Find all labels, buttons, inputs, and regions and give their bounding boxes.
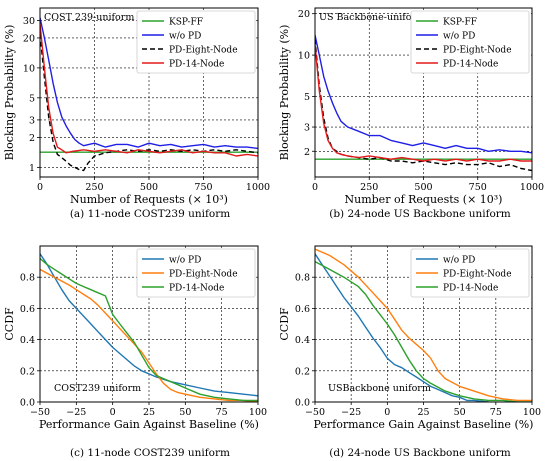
y-tick-label: 2 xyxy=(29,133,35,144)
legend-box xyxy=(136,248,256,298)
legend: KSP-FF w/o PD PD-Eight-Node PD-14-Node xyxy=(410,10,530,74)
legend-box xyxy=(410,248,530,298)
x-tick-label: 100 xyxy=(523,407,541,418)
x-axis-label: Number of Requests (× 10³) xyxy=(70,193,228,206)
panel-caption: (b) 24-node US Backbone uniform xyxy=(329,208,511,220)
series-line-pd-14-node xyxy=(315,44,532,162)
legend: w/o PD PD-Eight-Node PD-14-Node xyxy=(136,248,256,298)
legend-entry-w-o-pd: w/o PD xyxy=(169,32,201,42)
legend-box xyxy=(410,10,530,74)
series-line-pd-eight-node xyxy=(315,248,532,402)
panel-annotation: COST239 uniform xyxy=(54,383,141,394)
panel-annotation: COST 239-uniform xyxy=(44,12,134,23)
x-tick-label: 100 xyxy=(249,407,267,418)
y-tick-label: 3 xyxy=(29,115,35,126)
y-tick-label: 0.0 xyxy=(20,398,35,409)
y-tick-label: 0.0 xyxy=(295,398,310,409)
legend-entry-pd-14-node: PD-14-Node xyxy=(443,60,498,70)
legend-entry-pd-14-node: PD-14-Node xyxy=(443,284,498,294)
y-tick-label: 10 xyxy=(298,51,310,62)
legend-entry-w-o-pd: w/o PD xyxy=(443,32,475,42)
y-tick-label: 3 xyxy=(304,123,310,134)
y-tick-label: 1 xyxy=(29,163,35,174)
y-axis-label: CCDF xyxy=(3,307,16,341)
series-line-pd-14-node xyxy=(315,260,532,402)
x-tick-label: 0 xyxy=(37,182,43,193)
panel-annotation: USBackbone uniform xyxy=(328,383,431,394)
legend-entry-ksp-ff: KSP-FF xyxy=(169,18,203,28)
legend-entry-ksp-ff: KSP-FF xyxy=(443,18,477,28)
y-tick-label: 0.2 xyxy=(295,366,310,377)
legend-box xyxy=(136,10,256,74)
series-line-w-o-pd xyxy=(40,253,258,397)
y-tick-label: 20 xyxy=(23,33,35,44)
legend-entry-pd-eight-node: PD-Eight-Node xyxy=(169,46,238,56)
x-tick-label: 50 xyxy=(454,407,466,418)
y-tick-label: 0.6 xyxy=(20,304,35,315)
y-tick-label: 5 xyxy=(29,93,35,104)
y-tick-label: 5 xyxy=(304,92,310,103)
legend-entry-w-o-pd: w/o PD xyxy=(443,256,475,266)
chart-panel-3: −50 −25 0 25 50 75 100 0.0 0.2 0.4 0.6 0.8 Performan… xyxy=(3,245,267,459)
x-tick-label: 1000 xyxy=(520,182,544,193)
y-tick-label: 0.8 xyxy=(20,273,35,284)
y-axis-label: CCDF xyxy=(278,307,291,341)
panel-caption: (a) 11-node COST239 uniform xyxy=(70,208,230,220)
x-tick-label: 1000 xyxy=(246,182,270,193)
x-tick-label: 500 xyxy=(140,182,158,193)
legend: KSP-FF w/o PD PD-Eight-Node PD-14-Node xyxy=(136,10,256,74)
x-tick-label: 250 xyxy=(360,182,378,193)
y-tick-label: 20 xyxy=(298,9,310,20)
x-tick-label: 750 xyxy=(469,182,487,193)
x-tick-label: 25 xyxy=(417,407,429,418)
x-tick-label: 0 xyxy=(384,407,390,418)
y-tick-label: 2 xyxy=(304,147,310,158)
x-tick-label: 500 xyxy=(414,182,432,193)
x-tick-label: 25 xyxy=(143,407,155,418)
x-axis-label: Performance Gain Against Baseline (%) xyxy=(39,418,259,431)
x-tick-label: 75 xyxy=(216,407,228,418)
x-tick-label: −50 xyxy=(30,407,50,418)
series-line-w-o-pd xyxy=(315,253,489,402)
panel-annotation: US Backbone-uniform xyxy=(319,12,425,23)
chart-panel-4: −50 −25 0 25 50 75 100 0.0 0.2 0.4 0.6 0.8 Performan… xyxy=(278,245,541,459)
y-axis-label: Blocking Probability (%) xyxy=(3,25,16,161)
x-tick-label: 750 xyxy=(194,182,212,193)
x-tick-label: 0 xyxy=(312,182,318,193)
x-tick-label: 250 xyxy=(85,182,103,193)
x-tick-label: −50 xyxy=(305,407,325,418)
x-axis-label: Number of Requests (× 10³) xyxy=(345,193,503,206)
y-tick-label: 0.2 xyxy=(20,366,35,377)
x-tick-label: −25 xyxy=(66,407,86,418)
legend-entry-pd-eight-node: PD-Eight-Node xyxy=(443,270,512,280)
y-axis-label: Blocking Probability (%) xyxy=(278,25,291,161)
legend-entry-pd-eight-node: PD-Eight-Node xyxy=(169,270,238,280)
series-line-w-o-pd xyxy=(40,17,258,150)
y-tick-label: 0.4 xyxy=(295,335,310,346)
panel-caption: (d) 24-node US Backbone uniform xyxy=(329,447,511,459)
x-tick-label: 75 xyxy=(490,407,502,418)
x-tick-label: 50 xyxy=(179,407,191,418)
series-line-w-o-pd xyxy=(315,34,532,154)
y-tick-label: 0.4 xyxy=(20,335,35,346)
chart-panel-2: 0 250 500 750 1000 2 3 5 10 20 Number of Requests … xyxy=(278,7,544,220)
chart-panel-1: 0 250 500 750 1000 1 2 3 5 10 20 30 Number of Reques… xyxy=(3,7,270,220)
legend-entry-w-o-pd: w/o PD xyxy=(169,256,201,266)
legend-entry-pd-eight-node: PD-Eight-Node xyxy=(443,46,512,56)
series-line-pd-14-node xyxy=(40,23,258,157)
x-tick-label: 0 xyxy=(110,407,116,418)
x-tick-label: −25 xyxy=(341,407,361,418)
x-axis-label: Performance Gain Against Baseline (%) xyxy=(314,418,534,431)
y-tick-label: 30 xyxy=(23,16,35,27)
y-tick-label: 0.6 xyxy=(295,304,310,315)
legend-entry-pd-14-node: PD-14-Node xyxy=(169,284,224,294)
series-line-pd-eight-node xyxy=(40,33,258,172)
series-line-pd-14-node xyxy=(40,257,258,402)
y-tick-label: 0.8 xyxy=(295,273,310,284)
legend-entry-pd-14-node: PD-14-Node xyxy=(169,60,224,70)
y-tick-label: 10 xyxy=(23,63,35,74)
panel-caption: (c) 11-node COST239 uniform xyxy=(70,447,230,459)
legend: w/o PD PD-Eight-Node PD-14-Node xyxy=(410,248,530,298)
